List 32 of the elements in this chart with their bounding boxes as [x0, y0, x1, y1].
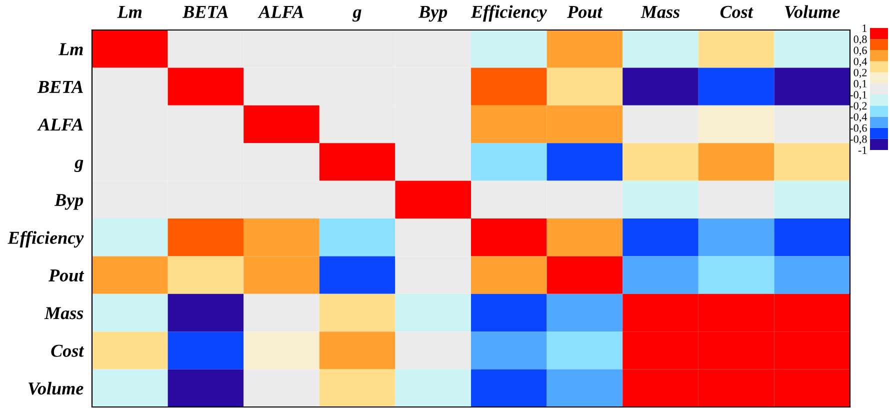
- color-bar-label: 0,2: [854, 68, 867, 78]
- y-tick-label: g: [74, 160, 84, 172]
- color-bar-label: 0,4: [854, 58, 868, 67]
- x-tick-label: ALFA: [258, 6, 304, 18]
- x-tick-label: Lm: [117, 6, 142, 18]
- x-tick-label: g: [352, 9, 362, 22]
- x-tick-label: Mass: [640, 6, 680, 18]
- x-tick-label: Byp: [418, 6, 448, 22]
- y-tick-label: ALFA: [37, 118, 83, 131]
- color-bar-label: 0,1: [854, 80, 867, 90]
- y-tick-label: Cost: [51, 344, 84, 357]
- color-bar-label: 1: [862, 24, 867, 32]
- color-bar-label: -1: [858, 146, 867, 154]
- y-tick-label: Lm: [58, 43, 83, 56]
- color-bar-label: -0,8: [850, 135, 867, 144]
- color-bar-label: 0,6: [854, 46, 867, 56]
- y-tick-label: Volume: [28, 382, 84, 395]
- color-bar-label: -0,6: [850, 124, 867, 134]
- x-tick-label: Efficiency: [470, 5, 547, 22]
- y-tick-label: Byp: [54, 194, 84, 210]
- x-tick-label: Cost: [720, 6, 754, 18]
- x-tick-label: Pout: [567, 6, 603, 18]
- color-bar-label: -0,1: [850, 91, 867, 100]
- color-bar-label: 0,8: [854, 36, 867, 45]
- color-bar-label: -0,2: [850, 102, 867, 112]
- color-bar-label: -0,4: [850, 113, 868, 122]
- y-tick-label: Pout: [48, 269, 84, 282]
- y-tick-label: BETA: [37, 80, 83, 93]
- y-tick-label: Efficiency: [8, 230, 84, 248]
- x-tick-label: BETA: [182, 6, 228, 18]
- y-tick-label: Mass: [44, 307, 84, 320]
- x-tick-label: Volume: [785, 5, 840, 18]
